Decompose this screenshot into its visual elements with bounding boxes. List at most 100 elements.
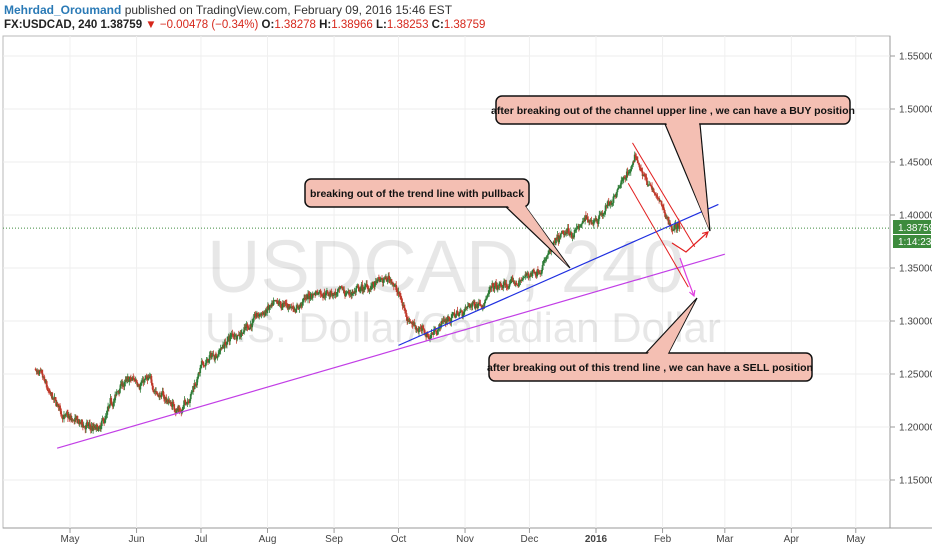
candle-body [172,401,175,405]
high-label: H: [319,19,332,31]
y-tick-label: 1.45000 [899,158,932,169]
price-badge-value: 1.38759 [898,223,932,234]
candle-body [281,307,283,309]
sell-arrow[interactable] [679,257,696,298]
drawings[interactable] [56,142,725,449]
candle-body [372,281,375,285]
candle-body [45,381,48,388]
candle-body [400,299,403,303]
channel-lower-line[interactable] [627,182,689,288]
candle-body [325,292,328,296]
candle-body [634,154,637,157]
time-scale[interactable]: May Jun Jul Aug Sep Oct Nov Dec 2016 Feb Mar Apr May [61,528,866,545]
candle-body [466,307,468,308]
candle-body [189,394,192,400]
candle-body [243,327,246,333]
candle-body [177,408,180,411]
callout-sell[interactable]: after breaking out of this trend line , … [487,297,813,382]
candle-body [62,418,65,420]
candle-body [411,321,413,324]
candle-body [174,409,176,412]
candle-body [38,370,41,374]
candle-body [185,402,187,405]
candle-body [363,286,366,290]
candle-body [463,309,466,312]
candle-body [555,237,557,244]
trendline-magenta[interactable] [56,253,725,449]
candle-body [662,206,664,208]
candle-body [105,414,108,417]
author-link[interactable]: Mehrdad_Oroumand [4,3,122,17]
candle-body [159,395,161,397]
watermark-symbol: USDCAD, 240 [207,225,684,308]
candle-body [418,328,420,333]
buy-arrow[interactable] [671,231,709,253]
candle-body [398,291,401,295]
y-tick-label: 1.50000 [899,105,932,116]
candle-body [131,377,134,381]
candle-body [633,154,636,162]
callout-pullback[interactable]: breaking out of the trend line with pull… [304,178,571,269]
candle-body [573,230,576,234]
candle-body [451,312,454,315]
candle-body [606,205,609,207]
price-scale[interactable]: 1.15000 1.20000 1.25000 1.30000 1.35000 1.400… [890,52,932,487]
candle-body [562,230,564,234]
candle-body [422,328,425,330]
candle-body [485,299,487,301]
candle-body [87,424,90,426]
candle-body [544,260,546,262]
candle-body [458,313,461,316]
candle-body [178,409,181,412]
candle-body [57,403,60,407]
candle-body [676,227,679,229]
candle-body [377,277,379,280]
candle-body [474,302,476,309]
low-value: 1.38253 [386,19,429,31]
candle-body [232,334,235,336]
candle-body [622,179,624,181]
candle-body [434,329,437,332]
candle-body [155,391,158,394]
candle-body [608,204,611,206]
candle-body [115,394,117,396]
candle-body [137,384,140,386]
candle-body [381,278,383,280]
candle-body [448,316,450,319]
candle-body [355,286,358,289]
candle-body [85,424,87,430]
candle-body [324,295,327,297]
candle-body [618,187,620,189]
x-tick-label: Apr [784,534,800,545]
candle-body [495,282,498,288]
candle-body [536,270,539,277]
candle-body [653,192,656,194]
candle-body [96,424,98,427]
candle-body [507,286,510,288]
candle-body [351,292,354,296]
candle-body [141,381,143,384]
candle-body [200,361,203,365]
candle-body [559,234,562,238]
candle-body [661,204,664,207]
channel-upper-line[interactable] [632,142,696,248]
callout-buy[interactable]: after breaking out of the channel upper … [491,95,855,232]
candle-body [81,419,83,425]
candle-body [97,427,100,431]
low-label: L: [376,19,387,31]
candle-body [115,391,118,395]
candle-body [413,322,416,326]
candle-body [312,294,315,296]
candle-body [318,292,320,294]
candle-body [130,377,132,380]
candle-body [59,405,61,409]
candle-body [436,334,439,335]
candle-body [317,292,320,295]
candle-body [443,319,446,322]
candle-body [399,294,402,296]
trendline-blue[interactable] [398,203,719,346]
candle-body [617,187,620,190]
candle-body [404,309,407,314]
candle-body [421,326,424,331]
